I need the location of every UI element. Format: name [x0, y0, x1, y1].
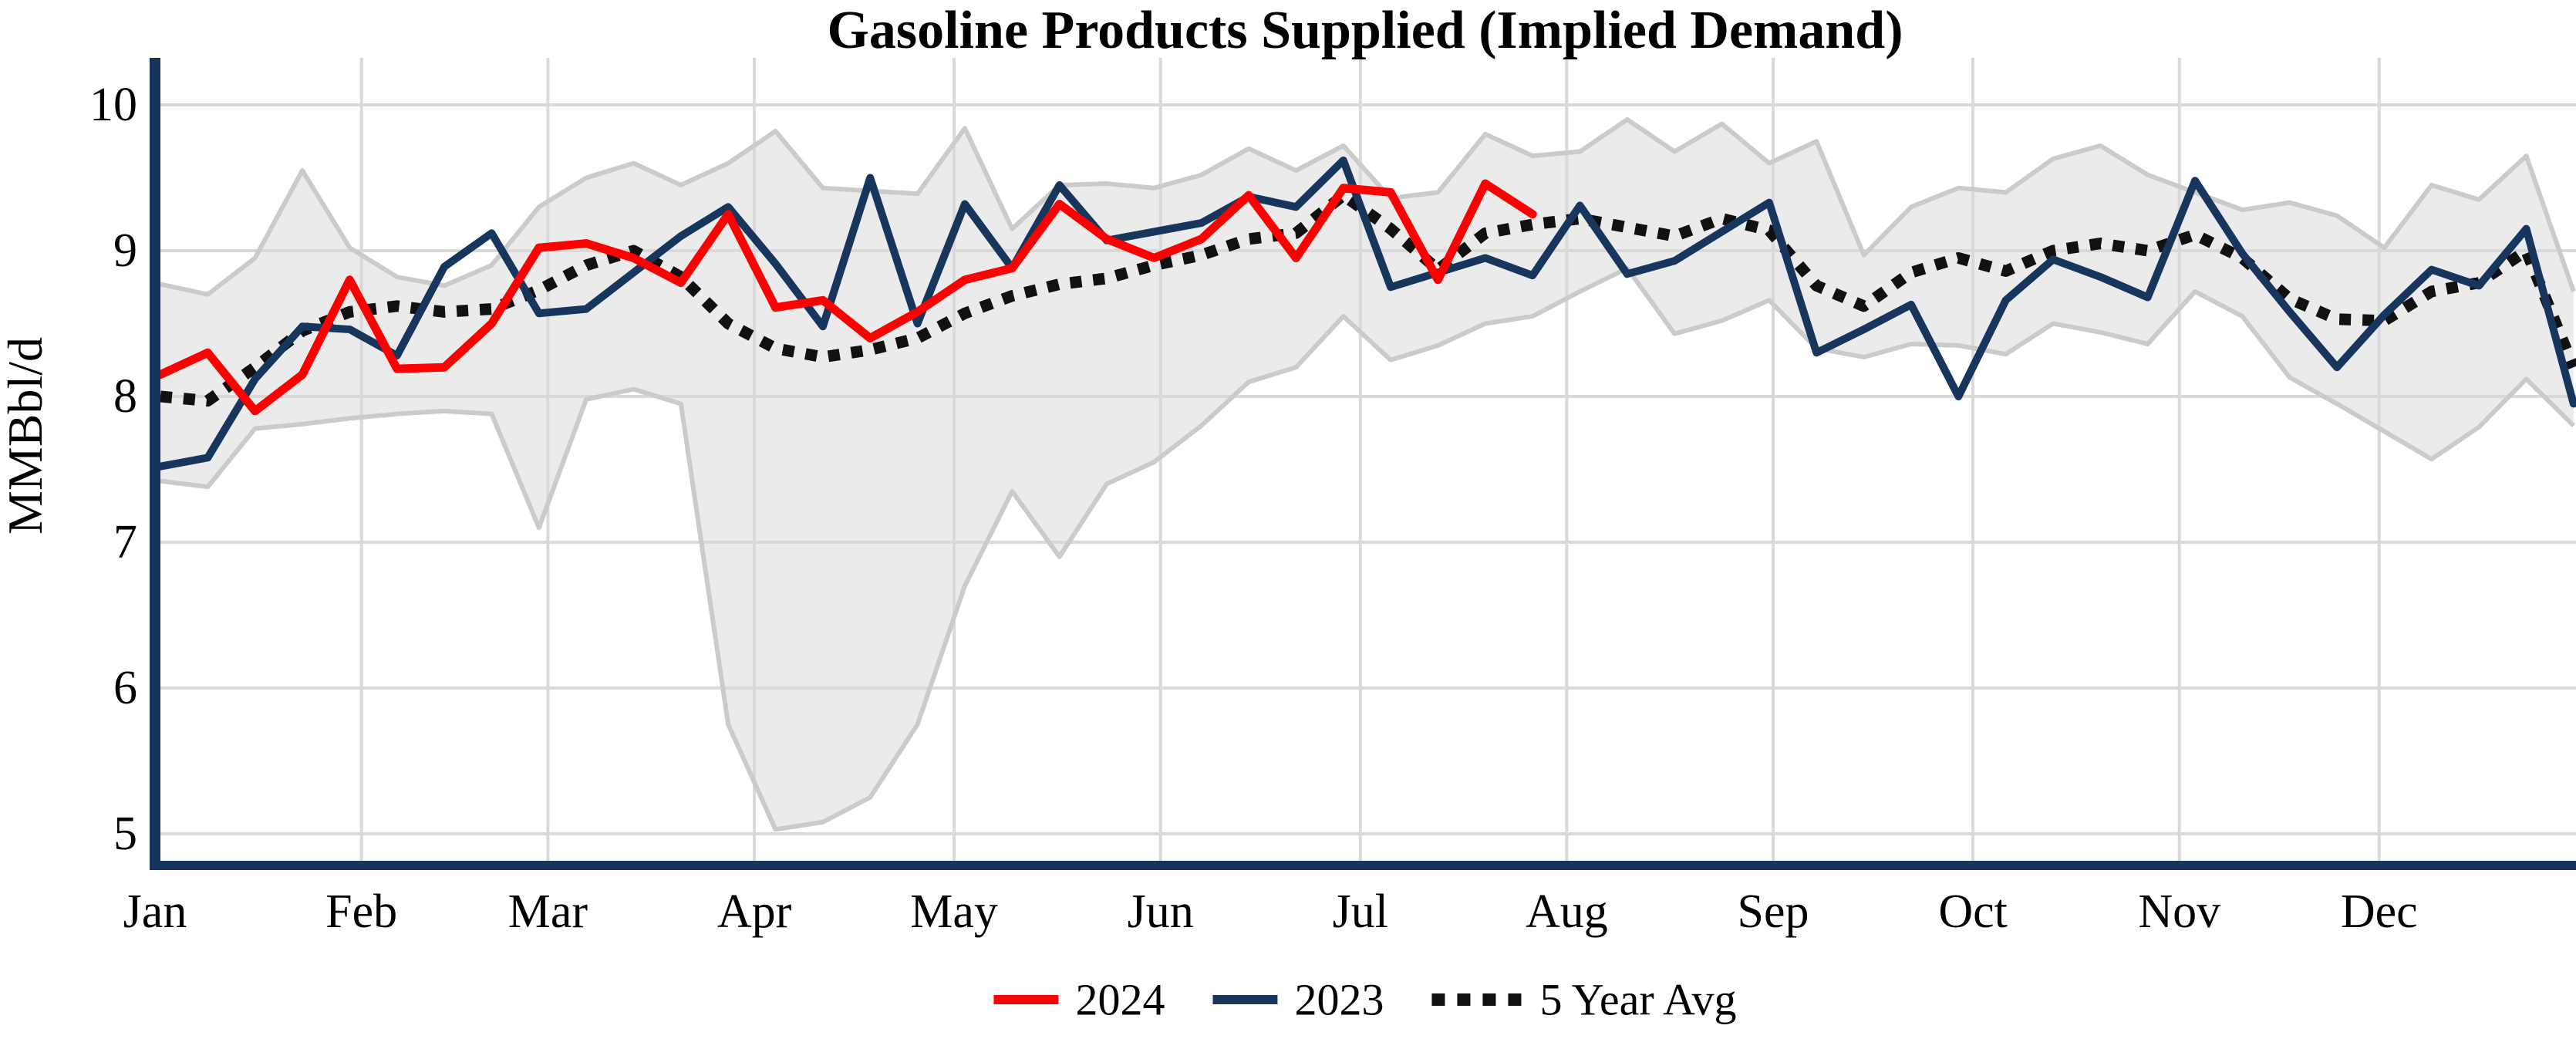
band-lower-edge: [160, 265, 2575, 832]
x-tick-label-apr: Apr: [717, 885, 792, 938]
five-year-range-band: [160, 119, 2574, 830]
x-axis-spine: [150, 861, 2576, 870]
legend-label: 2024: [1075, 975, 1165, 1025]
x-tick-label-oct: Oct: [1938, 885, 2008, 938]
legend-item-2023: 2023: [1212, 975, 1384, 1025]
band-upper-edge: [160, 116, 2576, 297]
legend: 2024 2023 5 Year Avg: [993, 975, 1737, 1025]
y-tick-label-9: 9: [113, 224, 137, 277]
axes: [150, 58, 2576, 870]
y-tick-label-7: 7: [113, 516, 137, 568]
axis-labels: 10 9 8 7 6 5 Jan Feb Mar Apr May Jun Jul Aug Sep Oct Nov…: [89, 79, 2418, 938]
x-tick-label-jul: Jul: [1333, 885, 1388, 938]
x-tick-label-mar: Mar: [508, 885, 588, 938]
x-tick-label-jun: Jun: [1128, 885, 1194, 938]
x-tick-label-sep: Sep: [1738, 885, 1809, 938]
x-tick-label-feb: Feb: [325, 885, 397, 938]
y-axis-spine: [150, 58, 160, 870]
five-year-range-band-edges: [160, 116, 2576, 832]
legend-label: 2023: [1294, 975, 1384, 1025]
legend-label: 5 Year Avg: [1539, 975, 1736, 1025]
band-area: [160, 119, 2574, 830]
y-axis-title: MMBbl/d: [0, 337, 52, 535]
x-tick-label-jan: Jan: [123, 885, 187, 938]
x-tick-label-dec: Dec: [2341, 885, 2418, 938]
y-tick-label-5: 5: [113, 808, 137, 860]
x-tick-label-may: May: [910, 885, 998, 938]
y-tick-label-10: 10: [89, 79, 137, 131]
y-tick-label-6: 6: [113, 662, 137, 714]
gridlines: [160, 58, 2576, 861]
chart-title: Gasoline Products Supplied (Implied Dema…: [827, 1, 1903, 60]
x-tick-label-aug: Aug: [1526, 885, 1608, 938]
legend-item-5-year-avg: 5 Year Avg: [1431, 975, 1737, 1025]
x-tick-label-nov: Nov: [2138, 885, 2220, 938]
data-series: [156, 156, 2576, 471]
series-2023-line: [157, 156, 2576, 471]
y-tick-label-8: 8: [113, 370, 137, 423]
series-2024-line: [156, 179, 1537, 416]
legend-item-2024: 2024: [993, 975, 1165, 1025]
